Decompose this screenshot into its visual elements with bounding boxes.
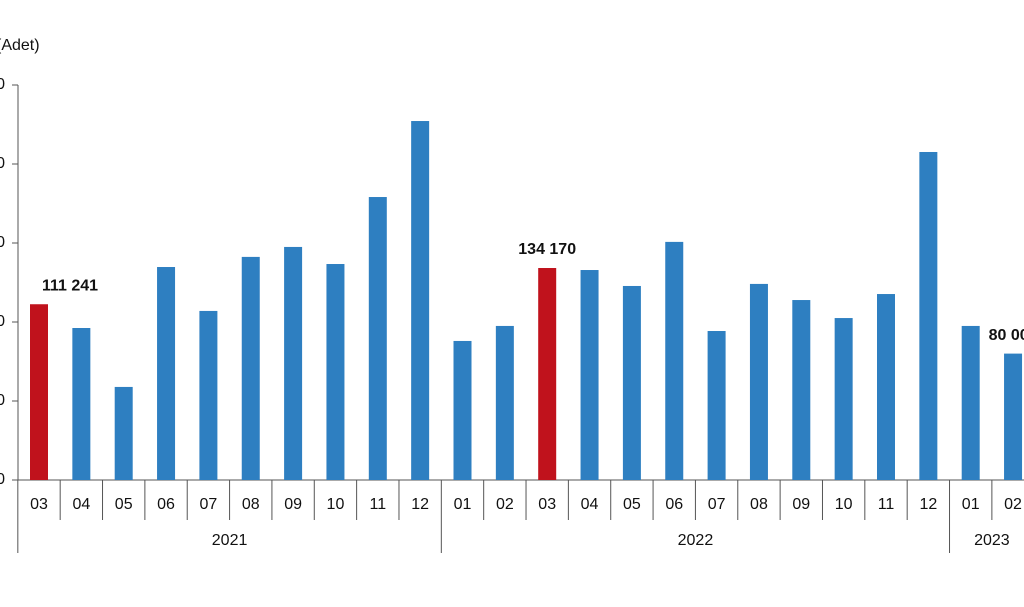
x-tick-label: 01	[962, 496, 980, 513]
x-tick-label: 03	[30, 496, 48, 513]
bar	[919, 151, 938, 480]
x-tick-label: 09	[284, 496, 302, 513]
bar	[834, 318, 853, 480]
value-label: 111 241	[42, 277, 98, 294]
x-tick-label: 10	[835, 496, 853, 513]
y-tick-label: 150 000	[0, 234, 5, 251]
bar	[961, 325, 980, 480]
x-tick-label: 04	[581, 496, 599, 513]
bar	[622, 285, 641, 480]
bar	[665, 241, 684, 480]
value-label: 80 000	[989, 327, 1024, 344]
bar	[707, 331, 726, 480]
x-tick-label: 08	[242, 496, 260, 513]
x-tick-label: 12	[411, 496, 429, 513]
y-tick-label: 200 000	[0, 155, 5, 172]
bar	[284, 246, 303, 480]
x-tick-label: 03	[538, 496, 556, 513]
x-tick-label: 10	[327, 496, 345, 513]
x-tick-label: 07	[200, 496, 218, 513]
bar	[114, 386, 133, 480]
x-tick-label: 12	[919, 496, 937, 513]
bar	[199, 310, 218, 480]
bar	[1004, 353, 1023, 480]
bar	[411, 121, 430, 481]
group-label: 2022	[678, 532, 714, 549]
x-tick-label: 06	[665, 496, 683, 513]
bar	[453, 340, 472, 480]
x-tick-label: 01	[454, 496, 472, 513]
bar	[792, 300, 811, 480]
y-tick-label: 0	[0, 471, 5, 488]
bar	[326, 264, 345, 480]
bar	[72, 328, 91, 480]
bar	[30, 304, 48, 480]
bar	[157, 267, 176, 480]
bar	[368, 197, 387, 480]
y-tick-label: 50 000	[0, 392, 5, 409]
bar	[580, 270, 599, 480]
x-tick-label: 09	[792, 496, 810, 513]
bar	[241, 256, 260, 480]
x-tick-label: 05	[623, 496, 641, 513]
y-tick-label: 100 000	[0, 313, 5, 330]
x-tick-label: 06	[157, 496, 175, 513]
bar	[749, 283, 768, 480]
y-tick-label: 250 000	[0, 76, 5, 93]
x-tick-label: 02	[1004, 496, 1022, 513]
x-tick-label: 04	[72, 496, 90, 513]
x-tick-label: 05	[115, 496, 133, 513]
value-label: 134 170	[518, 241, 576, 258]
x-tick-label: 08	[750, 496, 768, 513]
x-tick-label: 11	[369, 496, 386, 513]
bar	[877, 294, 895, 480]
x-tick-label: 02	[496, 496, 514, 513]
group-label: 2023	[974, 532, 1010, 549]
x-tick-label: 11	[878, 496, 895, 513]
x-tick-label: 07	[708, 496, 726, 513]
bar	[495, 325, 514, 480]
group-label: 2021	[212, 532, 248, 549]
bar	[538, 268, 557, 480]
y-axis-title: (Adet)	[0, 37, 40, 54]
